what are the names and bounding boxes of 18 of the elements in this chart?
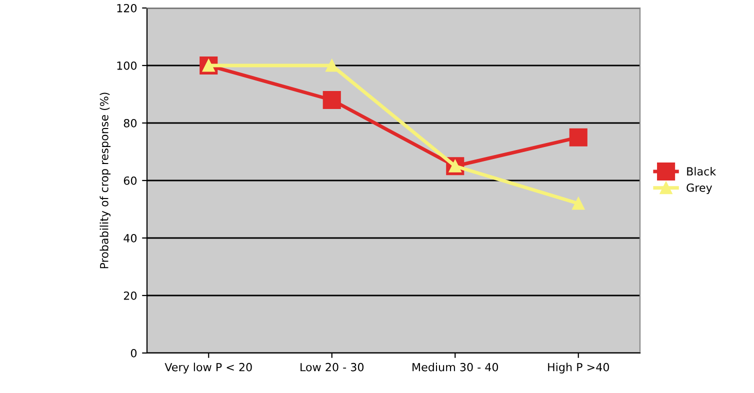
y-tick-label: 0 xyxy=(130,348,137,358)
point xyxy=(322,90,341,110)
x-tick-label: Very low P < 20 xyxy=(164,362,252,374)
y-axis-title: Probability of crop response (%) xyxy=(100,92,111,268)
point xyxy=(326,59,338,72)
y-tick-label: 40 xyxy=(124,234,137,242)
x-tick-label: Low 20 - 30 xyxy=(300,362,364,372)
point xyxy=(572,197,585,210)
y-tick-label: 80 xyxy=(124,118,137,128)
point xyxy=(569,128,588,146)
legend-label: Black xyxy=(687,166,716,176)
x-tick-label: Medium 30 - 40 xyxy=(412,362,498,372)
y-tick-label: 20 xyxy=(124,291,137,300)
legend-label: Grey xyxy=(686,183,712,194)
y-tick-label: 60 xyxy=(124,176,137,185)
y-tick-label: 100 xyxy=(117,61,137,70)
x-tick-label: High P >40 xyxy=(548,362,610,374)
y-tick-label: 120 xyxy=(117,4,137,12)
